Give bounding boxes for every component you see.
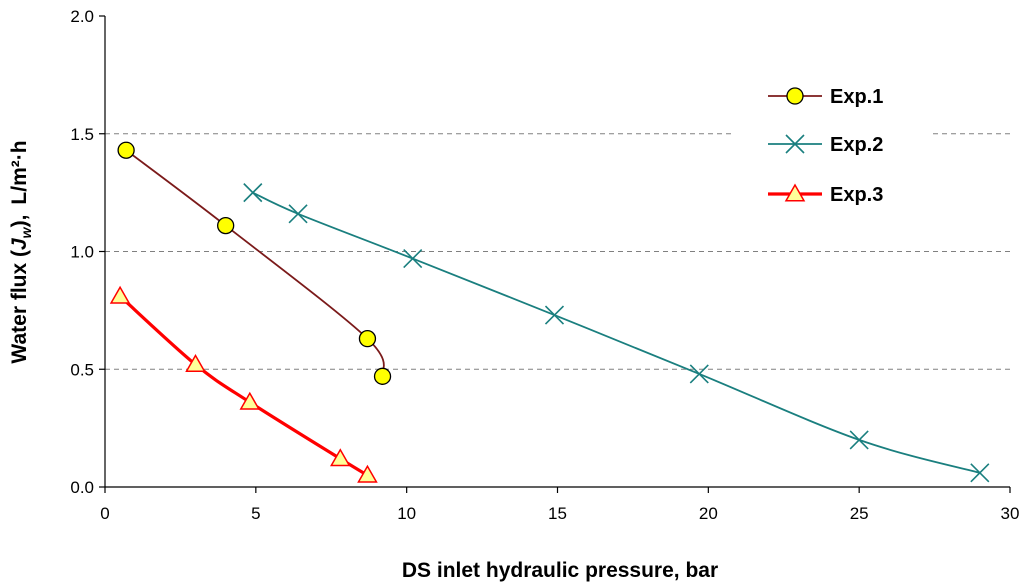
series-3 (109, 285, 378, 483)
data-point (849, 430, 869, 450)
y-tick-label: 2.0 (70, 7, 94, 26)
y-tick-label: 0.5 (70, 360, 94, 379)
x-tick-label: 10 (397, 504, 416, 523)
data-point (970, 463, 990, 483)
x-tick-label: 25 (850, 504, 869, 523)
legend-marker (784, 183, 806, 202)
x-tick-label: 0 (100, 504, 109, 523)
data-series (109, 141, 990, 483)
series-line (125, 149, 385, 377)
x-tick-label: 20 (699, 504, 718, 523)
y-axis-title-main: Water flux ( (8, 250, 31, 364)
y-axis-title-unit: L/m²·h (8, 140, 31, 204)
grid-lines (105, 133, 1010, 370)
legend: Exp.1 Exp.2 Exp.3 (735, 68, 930, 218)
legend-label: Exp.2 (830, 134, 883, 156)
data-point (117, 141, 135, 159)
legend-label: Exp.1 (830, 86, 883, 108)
legend-entry-2: Exp.2 (768, 134, 883, 156)
x-axis-ticks: 0 5 10 15 20 25 30 (100, 487, 1019, 523)
legend-label: Exp.3 (830, 184, 883, 206)
y-axis-title-close: ), (8, 215, 31, 228)
legend-box (735, 68, 930, 218)
data-point (288, 204, 308, 224)
data-point (217, 216, 235, 235)
data-point (689, 364, 709, 384)
x-tick-label: 5 (251, 504, 260, 523)
legend-entry-1: Exp.1 (768, 86, 883, 108)
series-2 (243, 183, 990, 483)
y-axis-title: Water flux (Jw), L/m²·h (8, 140, 34, 363)
data-point (358, 329, 377, 348)
data-point (239, 391, 261, 410)
data-point (357, 464, 378, 483)
data-point (373, 367, 392, 385)
x-tick-label: 30 (1001, 504, 1020, 523)
y-axis-ticks: 0.0 0.5 1.0 1.5 2.0 (70, 7, 105, 497)
legend-marker (785, 134, 805, 154)
series-1 (117, 141, 392, 385)
data-point (109, 285, 131, 304)
x-tick-label: 15 (548, 504, 567, 523)
x-axis-title: DS inlet hydraulic pressure, bar (402, 559, 718, 582)
y-tick-label: 1.5 (70, 125, 94, 144)
data-point (185, 354, 206, 373)
legend-marker (786, 87, 804, 105)
data-point (403, 248, 423, 269)
y-tick-label: 1.0 (70, 243, 94, 262)
legend-entry-3: Exp.3 (768, 183, 883, 206)
series-line (119, 295, 369, 477)
y-tick-label: 0.0 (70, 478, 94, 497)
data-point (243, 183, 263, 203)
data-point (544, 305, 565, 325)
data-point (330, 448, 351, 467)
y-axis-title-symbol: J (8, 237, 31, 250)
y-axis-title-subscript: w (18, 226, 34, 238)
